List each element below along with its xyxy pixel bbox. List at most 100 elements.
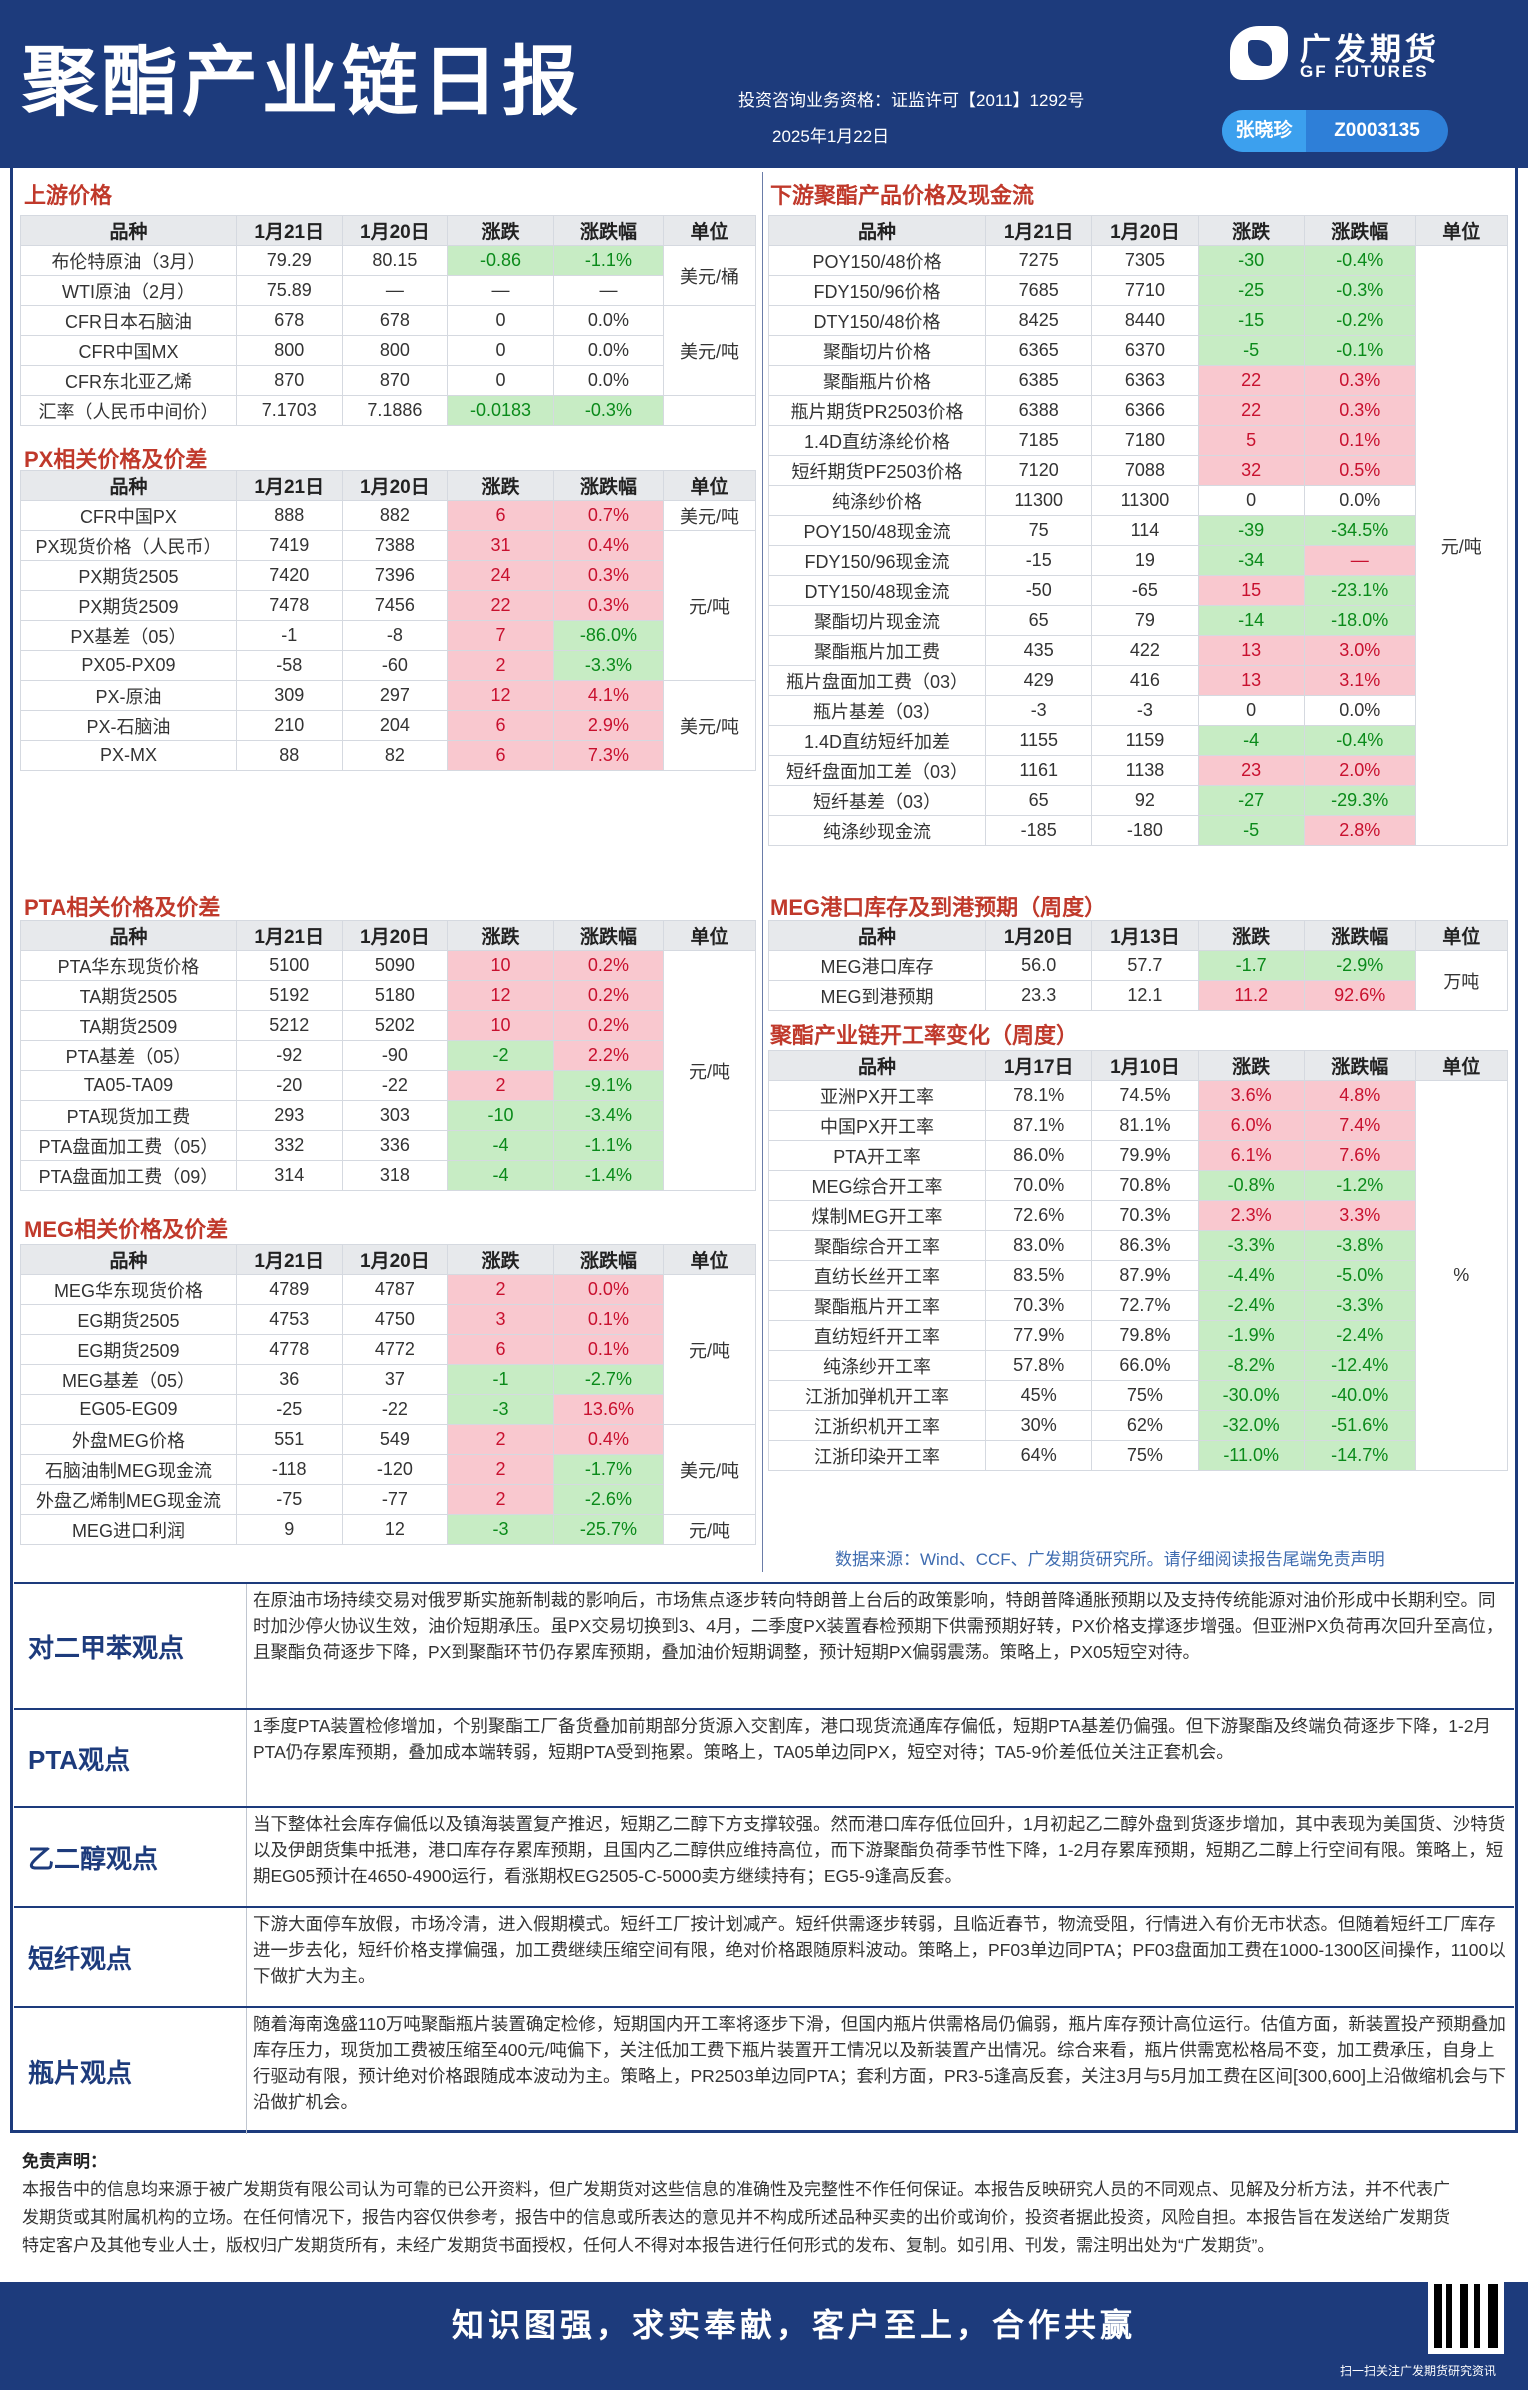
px-title: PX相关价格及价差 <box>24 447 208 472</box>
table-cell: 57.8% <box>985 1350 1093 1381</box>
view-psf: 短纤观点 下游大面停车放假，市场冷清，进入假期模式。短纤工厂按计划减产。短纤供需… <box>14 1906 1514 2006</box>
disclaimer: 免责声明： 本报告中的信息均来源于被广发期货有限公司认为可靠的已公开资料，但广发… <box>22 2148 1452 2260</box>
table-cell: 65 <box>985 785 1093 816</box>
table-cell: 32 <box>1197 455 1305 486</box>
table-row: 聚酯切片价格 6365 6370 -5 -0.1% <box>767 335 1508 366</box>
table-row: PTA现货加工费 293 303 -10 -3.4% <box>20 1100 756 1131</box>
rates-title: 聚酯产业链开工率变化（周度） <box>770 1023 1079 1048</box>
gf-logo-icon <box>1230 26 1288 80</box>
column-header: 单位 <box>1414 215 1509 246</box>
table-cell: 7.1886 <box>341 395 449 426</box>
table-cell: -5 <box>1197 815 1305 846</box>
table-header-row: 品种 1月21日 1月20日 涨跌 涨跌幅 单位 <box>20 470 756 501</box>
table-cell: WTI原油（2月） <box>20 275 237 306</box>
table-row: 中国PX开工率 87.1% 81.1% 6.0% 7.4% <box>767 1110 1508 1141</box>
footer-banner: 知识图强，求实奉献，客户至上，合作共赢 扫一扫关注广发期货研究资讯 <box>0 2282 1528 2390</box>
column-header: 1月20日 <box>985 920 1093 951</box>
column-header: 单位 <box>1414 920 1509 951</box>
table-cell: 聚酯瓶片价格 <box>767 365 987 396</box>
table-header-row: 品种 1月21日 1月20日 涨跌 涨跌幅 单位 <box>20 1244 756 1275</box>
table-cell: -3.3% <box>552 650 665 681</box>
table-cell: 74.5% <box>1091 1080 1199 1111</box>
table-row: 1.4D直纺短纤加差 1155 1159 -4 -0.4% <box>767 725 1508 756</box>
column-header: 单位 <box>663 920 756 951</box>
table-row: MEG港口库存 56.0 57.7 -1.7 -2.9% 万吨 <box>767 950 1509 1011</box>
table-cell: 6 <box>447 740 554 771</box>
table-row: PX-原油 309 297 12 4.1% 美元/吨 <box>20 680 756 771</box>
table-cell: 5090 <box>341 950 449 981</box>
table-cell: -90 <box>341 1040 449 1071</box>
table-cell: 2.0% <box>1303 755 1416 786</box>
column-header: 涨跌 <box>447 920 554 951</box>
table-cell: -0.86 <box>447 245 554 276</box>
table-cell: 6385 <box>985 365 1093 396</box>
gf-futures-logo: 广发期货 GF FUTURES <box>1230 22 1450 84</box>
table-cell: -25 <box>1197 275 1305 306</box>
column-header: 单位 <box>663 470 756 501</box>
table-row: 外盘MEG价格 551 549 2 0.4% 美元/吨 <box>20 1424 756 1515</box>
table-cell: 56.0 <box>985 950 1093 981</box>
table-cell: -18.0% <box>1303 605 1416 636</box>
table-cell: -30 <box>1197 245 1305 276</box>
column-header: 涨跌幅 <box>552 920 665 951</box>
view-label: 瓶片观点 <box>28 2057 133 2088</box>
table-cell: 204 <box>341 710 449 741</box>
column-header: 涨跌幅 <box>552 1244 665 1275</box>
table-cell: 87.9% <box>1091 1260 1199 1291</box>
table-row: 瓶片期货PR2503价格 6388 6366 22 0.3% <box>767 395 1508 426</box>
table-cell: EG05-EG09 <box>20 1394 237 1425</box>
column-header: 1月20日 <box>341 215 449 246</box>
table-cell: 直纺长丝开工率 <box>767 1260 987 1291</box>
column-header: 1月21日 <box>235 1244 343 1275</box>
column-header: 1月17日 <box>985 1050 1093 1081</box>
table-cell: 70.8% <box>1091 1170 1199 1201</box>
table-row: MEG综合开工率 70.0% 70.8% -0.8% -1.2% <box>767 1170 1508 1201</box>
table-cell: 0.0% <box>552 335 665 366</box>
table-cell: PX-石脑油 <box>20 710 237 741</box>
table-cell: 7180 <box>1091 425 1199 456</box>
table-cell: 5192 <box>235 980 343 1011</box>
table-row: 直纺短纤开工率 77.9% 79.8% -1.9% -2.4% <box>767 1320 1508 1351</box>
table-cell: 888 <box>235 500 343 531</box>
qualification-text: 投资咨询业务资格：证监许可【2011】1292号 <box>738 91 1085 110</box>
table-cell: 0.0% <box>1303 695 1416 726</box>
table-row: PX-石脑油 210 204 6 2.9% <box>20 710 756 741</box>
table-cell: 870 <box>341 365 449 396</box>
table-cell: EG期货2505 <box>20 1304 237 1335</box>
table-cell: PTA盘面加工费（05） <box>20 1130 237 1161</box>
table-cell: 0.2% <box>552 980 665 1011</box>
column-header: 1月20日 <box>341 470 449 501</box>
table-cell: 纯涤纱开工率 <box>767 1350 987 1381</box>
column-header: 单位 <box>663 215 756 246</box>
table-cell: -20 <box>235 1070 343 1101</box>
column-header: 1月20日 <box>341 920 449 951</box>
table-cell: -2.9% <box>1303 950 1416 981</box>
analyst-name: 张晓珍 <box>1222 110 1306 152</box>
table-cell: PTA华东现货价格 <box>20 950 237 981</box>
table-cell: 0.2% <box>552 1010 665 1041</box>
table-row: 纯涤纱价格 11300 11300 0 0.0% <box>767 485 1508 516</box>
table-cell: 314 <box>235 1160 343 1191</box>
table-cell: 70.3% <box>1091 1200 1199 1231</box>
table-cell: FDY150/96现金流 <box>767 545 987 576</box>
qr-code-icon[interactable] <box>1428 2278 1504 2354</box>
table-cell: 0.1% <box>552 1304 665 1335</box>
table-cell: PTA基差（05） <box>20 1040 237 1071</box>
table-cell: -4 <box>1197 725 1305 756</box>
table-row: POY150/48现金流 75 114 -39 -34.5% <box>767 515 1508 546</box>
table-cell: 2 <box>447 1454 554 1485</box>
table-cell: 外盘乙烯制MEG现金流 <box>20 1484 237 1515</box>
view-label: 对二甲苯观点 <box>28 1632 185 1663</box>
table-cell: 煤制MEG开工率 <box>767 1200 987 1231</box>
table-cell: 0.0% <box>552 365 665 396</box>
view-label: 短纤观点 <box>28 1943 133 1974</box>
table-cell: 800 <box>341 335 449 366</box>
table-row: 纯涤纱现金流 -185 -180 -5 2.8% <box>767 815 1508 846</box>
table-cell: 0.4% <box>552 1424 665 1455</box>
table-cell: -25 <box>235 1394 343 1425</box>
table-cell: -29.3% <box>1303 785 1416 816</box>
table-cell: -11.0% <box>1197 1440 1305 1471</box>
table-cell: 336 <box>341 1130 449 1161</box>
table-cell: 聚酯切片价格 <box>767 335 987 366</box>
data-source-note: 数据来源：Wind、CCF、广发期货研究所。请仔细阅读报告尾端免责声明 <box>835 1550 1385 1569</box>
